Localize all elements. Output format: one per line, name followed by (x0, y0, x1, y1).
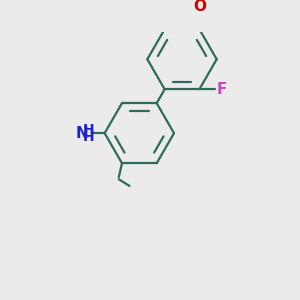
Text: H: H (83, 130, 94, 144)
Text: H: H (83, 123, 94, 137)
Text: O: O (193, 0, 206, 14)
Text: F: F (217, 82, 227, 97)
Text: N: N (76, 126, 88, 141)
